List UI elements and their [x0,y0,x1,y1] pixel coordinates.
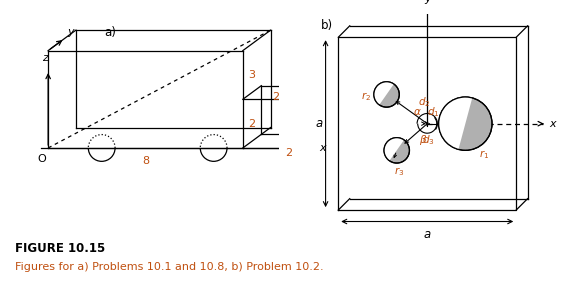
Text: 2: 2 [272,92,279,102]
Text: y: y [424,0,431,4]
Circle shape [374,82,399,107]
Text: $d_3$: $d_3$ [422,133,435,147]
Text: 8: 8 [142,156,149,166]
Text: $\alpha$: $\alpha$ [413,107,421,117]
Text: Figures for a) Problems 10.1 and 10.8, b) Problem 10.2.: Figures for a) Problems 10.1 and 10.8, b… [15,262,323,272]
Text: $r_1$: $r_1$ [480,148,489,161]
Text: FIGURE 10.15: FIGURE 10.15 [15,242,105,255]
Text: 3: 3 [248,70,255,80]
Text: a): a) [104,26,116,39]
Text: O: O [37,154,46,164]
Wedge shape [439,97,472,149]
Text: b): b) [321,20,333,33]
Circle shape [439,97,492,150]
Text: $\beta$: $\beta$ [418,133,427,147]
Text: a: a [424,228,431,241]
Text: y: y [68,27,74,37]
Text: z: z [42,53,48,63]
Circle shape [384,138,410,163]
Text: $r_2$: $r_2$ [361,91,371,103]
Text: 2: 2 [285,148,292,158]
Text: x: x [549,119,556,129]
Text: $d_1$: $d_1$ [427,105,439,119]
Text: $d_2$: $d_2$ [418,95,431,109]
Text: a: a [315,117,323,130]
Text: x: x [320,143,326,153]
Text: 2: 2 [248,119,255,129]
Wedge shape [374,82,394,105]
Wedge shape [384,138,404,161]
Text: $r_3$: $r_3$ [394,166,404,178]
